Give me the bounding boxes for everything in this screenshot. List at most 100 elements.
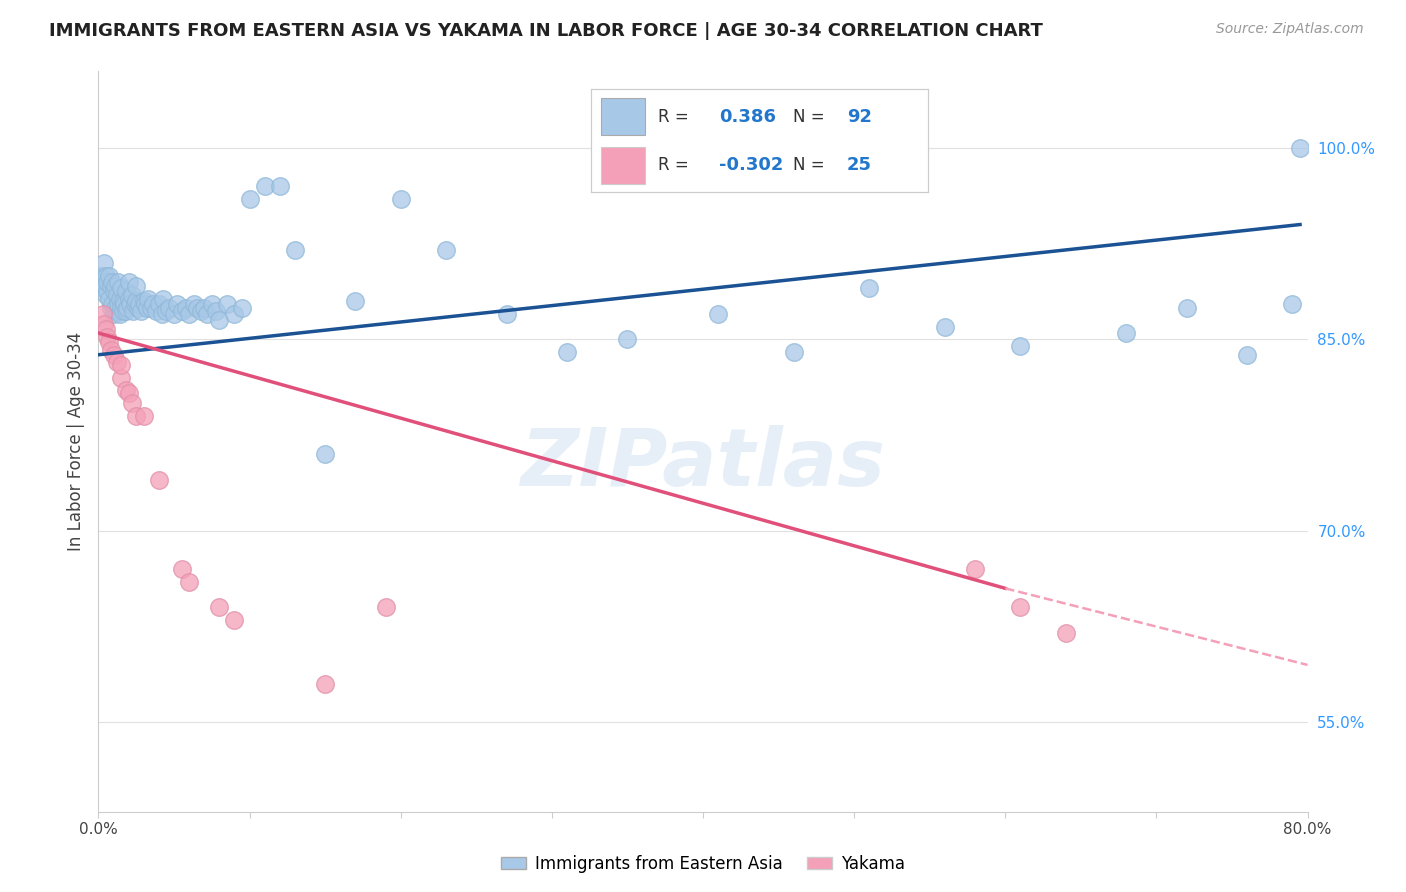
Y-axis label: In Labor Force | Age 30-34: In Labor Force | Age 30-34 — [66, 332, 84, 551]
Point — [190, 304, 212, 318]
Point — [224, 613, 246, 627]
Point — [94, 322, 117, 336]
Text: N =: N = — [793, 156, 824, 174]
Point — [783, 345, 806, 359]
Point — [389, 192, 412, 206]
Point — [104, 301, 127, 315]
FancyBboxPatch shape — [600, 98, 644, 136]
Point — [208, 600, 231, 615]
Point — [1281, 296, 1303, 310]
Point — [108, 307, 131, 321]
Point — [118, 292, 141, 306]
Text: -0.302: -0.302 — [718, 156, 783, 174]
Point — [91, 307, 114, 321]
Point — [96, 275, 118, 289]
Point — [239, 192, 262, 206]
Text: N =: N = — [793, 108, 824, 126]
Text: Source: ZipAtlas.com: Source: ZipAtlas.com — [1216, 22, 1364, 37]
Point — [107, 275, 129, 289]
Point — [118, 386, 141, 401]
Point — [114, 384, 136, 398]
Point — [96, 284, 118, 298]
Point — [934, 319, 956, 334]
Point — [98, 334, 121, 349]
Point — [136, 292, 159, 306]
Point — [135, 301, 157, 315]
Point — [284, 243, 307, 257]
Point — [103, 284, 125, 298]
Point — [94, 287, 117, 301]
Point — [215, 296, 238, 310]
Point — [96, 330, 118, 344]
Point — [122, 304, 145, 318]
Point — [707, 307, 730, 321]
Point — [101, 275, 124, 289]
Point — [125, 294, 148, 309]
Point — [121, 396, 143, 410]
Text: 92: 92 — [846, 108, 872, 126]
Point — [195, 307, 218, 321]
Point — [174, 301, 197, 315]
Point — [105, 287, 128, 301]
Point — [103, 348, 125, 362]
Point — [103, 307, 125, 321]
Point — [111, 304, 134, 318]
Point — [127, 301, 149, 315]
Point — [115, 301, 138, 315]
Point — [1289, 141, 1312, 155]
Point — [208, 313, 231, 327]
Point — [205, 304, 228, 318]
Point — [142, 296, 165, 310]
Point — [344, 294, 367, 309]
Point — [120, 296, 142, 310]
Point — [183, 296, 205, 310]
Point — [163, 307, 186, 321]
Point — [110, 281, 132, 295]
Point — [121, 287, 143, 301]
Point — [132, 294, 155, 309]
Point — [186, 301, 208, 315]
Point — [124, 296, 146, 310]
Point — [94, 268, 117, 283]
Point — [314, 677, 336, 691]
Point — [101, 296, 124, 310]
Point — [128, 296, 150, 310]
Point — [100, 278, 122, 293]
Point — [105, 355, 128, 369]
Point — [253, 179, 276, 194]
Point — [132, 409, 155, 423]
Point — [112, 296, 135, 310]
Point — [159, 301, 181, 315]
Point — [114, 304, 136, 318]
Point — [1236, 348, 1258, 362]
Point — [108, 292, 131, 306]
Point — [104, 278, 127, 293]
Point — [495, 307, 517, 321]
Point — [118, 275, 141, 289]
Legend: Immigrants from Eastern Asia, Yakama: Immigrants from Eastern Asia, Yakama — [495, 848, 911, 880]
Point — [110, 370, 132, 384]
Point — [91, 275, 114, 289]
Point — [110, 301, 132, 315]
Point — [224, 307, 246, 321]
Point — [98, 268, 121, 283]
Point — [155, 304, 177, 318]
Text: R =: R = — [658, 108, 689, 126]
Point — [134, 296, 156, 310]
Point — [93, 317, 115, 331]
Point — [148, 473, 170, 487]
Text: IMMIGRANTS FROM EASTERN ASIA VS YAKAMA IN LABOR FORCE | AGE 30-34 CORRELATION CH: IMMIGRANTS FROM EASTERN ASIA VS YAKAMA I… — [49, 22, 1043, 40]
Point — [148, 296, 170, 310]
Point — [1054, 626, 1077, 640]
Point — [125, 409, 148, 423]
Point — [179, 307, 201, 321]
Point — [98, 292, 121, 306]
Point — [858, 281, 880, 295]
Point — [145, 304, 167, 318]
Point — [555, 345, 578, 359]
Point — [93, 281, 115, 295]
Point — [314, 447, 336, 461]
Point — [179, 574, 201, 589]
Point — [129, 304, 152, 318]
FancyBboxPatch shape — [600, 146, 644, 184]
